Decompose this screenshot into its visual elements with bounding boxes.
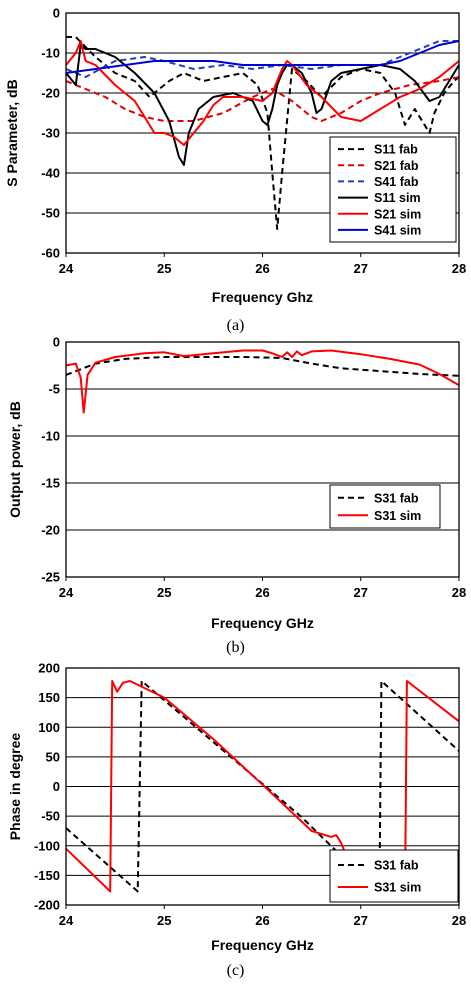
y-tick-label: -60 bbox=[41, 246, 60, 261]
legend-label: S11 sim bbox=[374, 191, 421, 205]
y-tick-label: 50 bbox=[46, 749, 60, 764]
y-axis-label: Phase in degree bbox=[7, 733, 23, 841]
y-tick-label: -25 bbox=[41, 570, 60, 585]
legend-box bbox=[329, 136, 457, 243]
x-tick-label: 25 bbox=[157, 913, 171, 928]
legend-label: S41 sim bbox=[374, 223, 421, 237]
legend-box bbox=[329, 849, 459, 903]
figure-caption: (b) bbox=[226, 639, 245, 656]
y-tick-label: -20 bbox=[41, 86, 60, 101]
y-tick-label: -50 bbox=[41, 809, 60, 824]
legend-label: S31 fab bbox=[374, 859, 419, 873]
legend-box bbox=[329, 484, 441, 529]
series-line-s41-sim bbox=[65, 40, 460, 74]
y-tick-label: -20 bbox=[41, 523, 60, 538]
y-axis-label: S Parameter, dB bbox=[4, 79, 20, 186]
y-tick-label: -15 bbox=[41, 476, 60, 491]
x-tick-label: 27 bbox=[354, 261, 368, 276]
series-line-s21-sim bbox=[65, 40, 460, 146]
x-tick-label: 25 bbox=[157, 261, 171, 276]
x-tick-label: 28 bbox=[452, 913, 466, 928]
plot-frame bbox=[65, 12, 460, 254]
x-tick-label: 28 bbox=[452, 261, 466, 276]
y-tick-label: -5 bbox=[48, 382, 60, 397]
y-tick-label: -30 bbox=[41, 126, 60, 141]
y-tick-label: -40 bbox=[41, 166, 60, 181]
x-tick-label: 24 bbox=[59, 913, 74, 928]
y-tick-label: 0 bbox=[53, 6, 60, 21]
y-tick-label: -150 bbox=[34, 868, 60, 883]
x-tick-label: 27 bbox=[354, 913, 368, 928]
y-tick-label: -200 bbox=[34, 898, 60, 913]
x-tick-label: 25 bbox=[157, 585, 171, 600]
legend-label: S41 fab bbox=[374, 175, 419, 189]
series-line-s31-fab bbox=[65, 356, 460, 377]
series-line-s11-fab bbox=[66, 36, 460, 230]
series-line-s21-fab bbox=[65, 76, 460, 122]
y-tick-label: -10 bbox=[41, 429, 60, 444]
legend-label: S31 sim bbox=[374, 881, 421, 895]
figure-caption: (c) bbox=[227, 962, 245, 979]
x-tick-label: 27 bbox=[354, 585, 368, 600]
y-axis-label: Output power, dB bbox=[7, 401, 23, 518]
series-line-s31-sim bbox=[65, 349, 460, 414]
y-tick-label: 0 bbox=[53, 779, 60, 794]
legend-label: S31 sim bbox=[374, 509, 421, 523]
y-tick-label: -50 bbox=[41, 206, 60, 221]
x-tick-label: 24 bbox=[59, 585, 74, 600]
plot-frame bbox=[65, 667, 460, 906]
figure-caption: (a) bbox=[227, 317, 245, 334]
x-tick-label: 26 bbox=[255, 585, 269, 600]
y-tick-label: -10 bbox=[41, 46, 60, 61]
plot-frame bbox=[65, 341, 460, 578]
y-tick-label: 200 bbox=[38, 661, 60, 676]
y-tick-label: -100 bbox=[34, 838, 60, 853]
legend-label: S11 fab bbox=[374, 143, 418, 157]
series-line-s31-fab bbox=[65, 680, 460, 895]
series-line-s41-fab bbox=[65, 40, 459, 78]
x-axis-label: Frequency Ghz bbox=[212, 289, 313, 305]
legend-label: S31 fab bbox=[374, 491, 419, 505]
x-tick-label: 28 bbox=[452, 585, 466, 600]
x-axis-label: Frequency GHz bbox=[211, 615, 314, 631]
x-axis-label: Frequency GHz bbox=[211, 937, 314, 953]
legend-label: S21 fab bbox=[374, 159, 419, 173]
y-tick-label: 100 bbox=[38, 720, 60, 735]
y-tick-label: 150 bbox=[38, 690, 60, 705]
x-tick-label: 26 bbox=[255, 913, 269, 928]
y-tick-label: 0 bbox=[53, 335, 60, 350]
legend-label: S21 sim bbox=[374, 207, 421, 221]
x-tick-label: 24 bbox=[59, 261, 74, 276]
x-tick-label: 26 bbox=[255, 261, 269, 276]
